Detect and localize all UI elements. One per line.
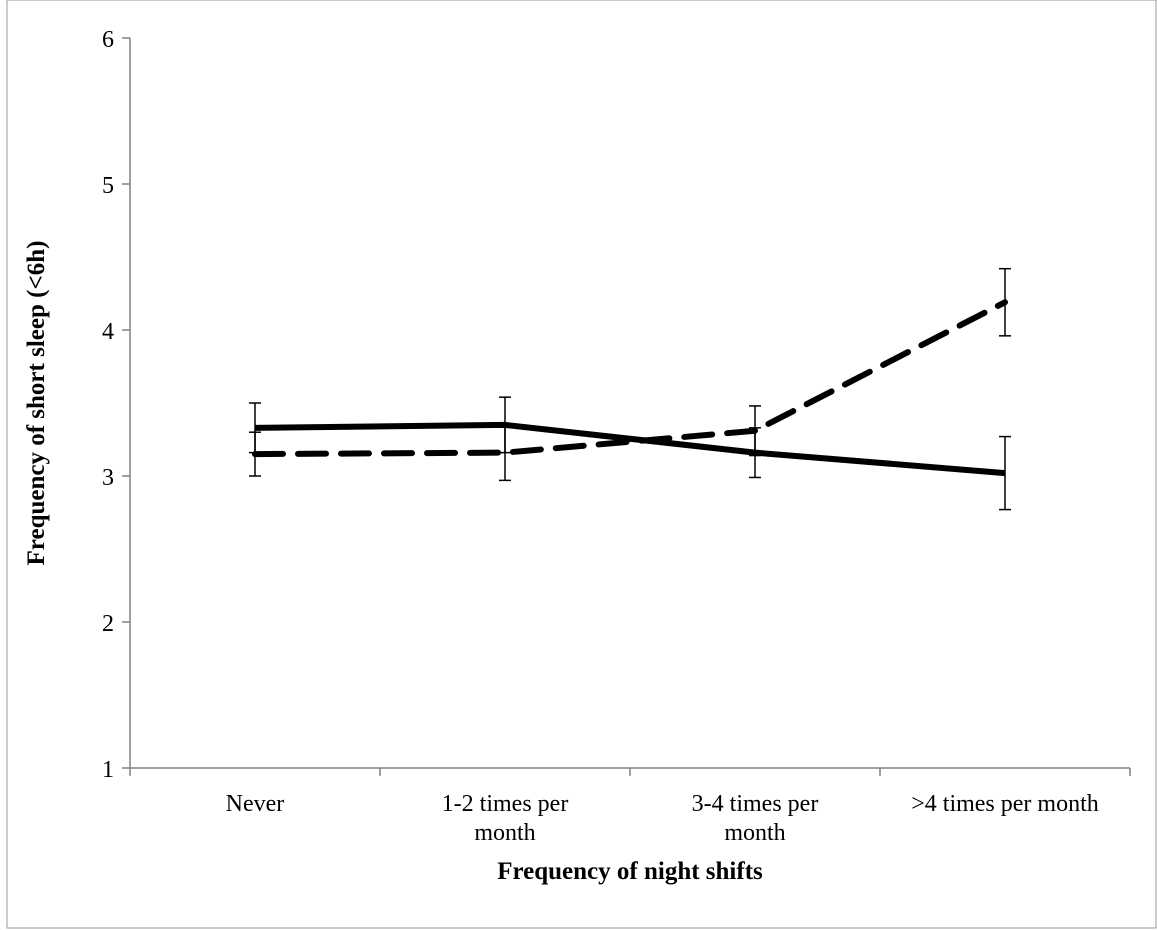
chart-border <box>6 0 1157 929</box>
x-tick-label: Never <box>226 791 285 817</box>
x-tick-label-line: 3-4 times per <box>692 791 819 817</box>
x-tick-label-line: >4 times per month <box>911 791 1099 817</box>
axes <box>129 38 1130 769</box>
series-layer <box>252 299 1008 477</box>
error-bar <box>999 267 1011 337</box>
x-tick-label-line: month <box>474 820 535 846</box>
series-line-solid <box>254 421 1006 477</box>
y-tick-label: 4 <box>102 319 114 345</box>
y-tick-label: 6 <box>102 27 114 53</box>
series-line-dashed <box>252 299 1008 458</box>
x-tick-label-line: month <box>724 820 785 846</box>
y-tick-label: 3 <box>102 465 114 491</box>
error-bar <box>999 435 1011 511</box>
y-tick-label: 2 <box>102 611 114 637</box>
y-tick-label: 5 <box>102 173 114 199</box>
x-axis-title: Frequency of night shifts <box>497 858 763 885</box>
errorbars-layer <box>249 267 1011 511</box>
y-axis-title: Frequency of short sleep (<6h) <box>23 241 50 566</box>
x-tick-label: >4 times per month <box>911 791 1099 817</box>
x-tick-label: 1-2 times per month <box>442 791 569 846</box>
x-tick-label: 3-4 times per month <box>692 791 819 846</box>
y-tick-label: 1 <box>102 757 114 783</box>
y-ticks: 1 2 3 4 5 6 <box>102 27 130 783</box>
x-tick-label-line: Never <box>226 791 285 817</box>
x-ticks: Never 1-2 times per month 3-4 times per mont… <box>129 768 1131 846</box>
error-bar <box>249 431 261 477</box>
x-tick-label-line: 1-2 times per <box>442 791 569 817</box>
error-bar <box>499 424 511 482</box>
error-bar <box>749 405 761 457</box>
